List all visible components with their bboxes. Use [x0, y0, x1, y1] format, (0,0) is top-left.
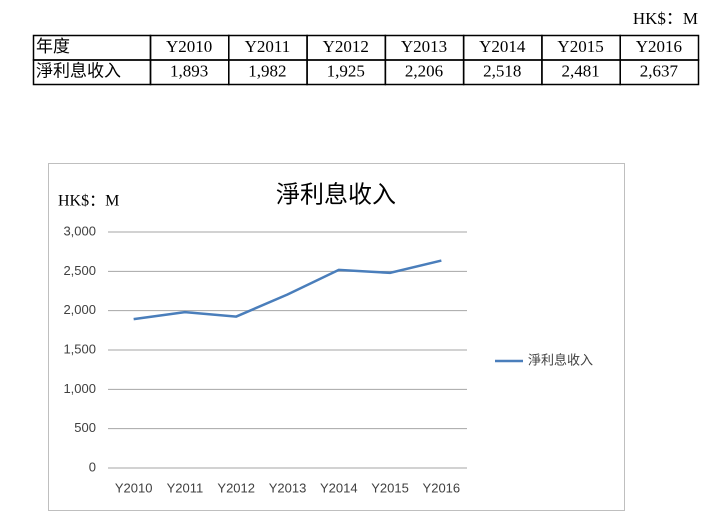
table-text: 2,481	[561, 62, 599, 81]
table-text: 1,925	[327, 62, 365, 81]
table-unit: HK$：M	[633, 9, 698, 28]
table-text: Y2011	[245, 37, 291, 56]
x-tick-label: Y2014	[320, 480, 358, 495]
x-tick-label: Y2011	[167, 480, 204, 495]
table-text: 2,518	[483, 62, 521, 81]
chart-title: 淨利息收入	[276, 181, 396, 208]
x-tick-label: Y2012	[217, 480, 255, 495]
y-tick-label: 1,000	[63, 381, 96, 396]
x-tick-label: Y2015	[371, 480, 409, 495]
table-text: Y2015	[557, 37, 603, 56]
table-text: Y2016	[636, 37, 682, 56]
table-text: Y2012	[323, 37, 369, 56]
y-axis-label: HK$：M	[58, 193, 119, 210]
table-text: 2,637	[640, 62, 679, 81]
table-text: Y2014	[479, 37, 526, 56]
legend-label: 淨利息收入	[528, 352, 593, 367]
table-text: 淨利息收入	[36, 62, 121, 81]
line-series	[133, 259, 442, 321]
y-tick-label: 0	[89, 459, 96, 474]
table-cell	[619, 59, 700, 86]
x-tick-label: Y2010	[115, 480, 153, 495]
y-tick-label: 1,500	[63, 341, 96, 356]
table-text: 1,893	[170, 62, 208, 81]
table-text: Y2013	[401, 37, 447, 56]
table-text: Y2010	[166, 37, 212, 56]
x-tick-label: Y2016	[423, 480, 461, 495]
y-tick-label: 2,000	[63, 302, 96, 317]
table-text: 年度	[36, 37, 70, 56]
x-tick-label: Y2013	[269, 480, 307, 495]
chart-frame	[48, 163, 625, 511]
y-tick-label: 500	[74, 420, 96, 435]
table-text: 2,206	[405, 62, 443, 81]
y-tick-label: 3,000	[63, 223, 96, 238]
y-tick-label: 2,500	[63, 263, 96, 278]
table-text: 1,982	[248, 62, 286, 81]
